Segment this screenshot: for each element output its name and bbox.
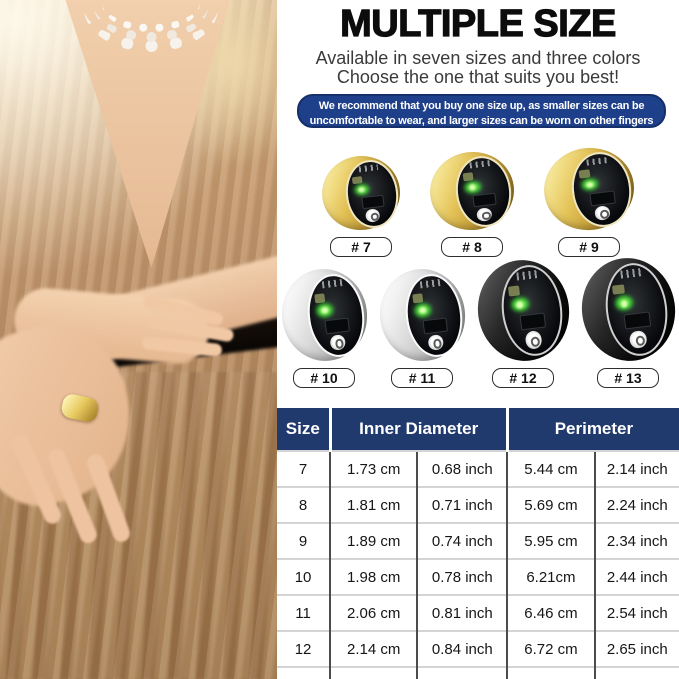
black-ring-image (470, 254, 576, 367)
cell-perimeter-inch: 2.54 inch (593, 594, 679, 631)
ring-size-11: # 11 (373, 263, 471, 388)
ring-size-10: # 10 (275, 263, 373, 388)
gold-ring-image (317, 150, 405, 236)
cell-size: 7 (277, 450, 331, 487)
cell-size: 10 (277, 558, 331, 595)
recommendation-line2: uncomfortable to wear, and larger sizes … (309, 115, 654, 127)
cell-perimeter-cm: 6.46 cm (506, 594, 595, 631)
cell-inner-cm: 2.14 cm (329, 630, 418, 667)
col-header-size: Size (277, 408, 331, 451)
table-row-size-10: 10 1.98 cm 0.78 inch 6.21cm 2.44 inch (277, 558, 679, 595)
cell-perimeter-inch: 2.24 inch (593, 486, 679, 523)
ring-size-12: # 12 (470, 254, 576, 388)
silver-ring-image (373, 263, 471, 367)
ring-size-label: # 10 (293, 368, 355, 388)
cell-size: 9 (277, 522, 331, 559)
table-row-size-9: 9 1.89 cm 0.74 inch 5.95 cm 2.34 inch (277, 522, 679, 559)
ring-size-label: # 12 (492, 368, 554, 388)
model-photo (0, 0, 277, 679)
cell-inner-cm: 1.81 cm (329, 486, 418, 523)
gold-ring-image (424, 146, 520, 236)
cell-size: 11 (277, 594, 331, 631)
cell-inner-inch: 0.71 inch (416, 486, 508, 523)
cell-perimeter-inch: 2.44 inch (593, 558, 679, 595)
ring-size-8: # 8 (424, 146, 520, 257)
ring-size-label: # 13 (597, 368, 659, 388)
silver-black-rings-row: # 10 # 11 # 12 (275, 252, 679, 388)
cell-inner-cm: 1.73 cm (329, 450, 418, 487)
cell-inner-cm: 2.06 cm (329, 594, 418, 631)
ring-size-label: # 9 (558, 237, 620, 257)
cell-inner-inch: 0.81 inch (416, 594, 508, 631)
table-row-size-12: 12 2.14 cm 0.84 inch 6.72 cm 2.65 inch (277, 630, 679, 667)
cell-perimeter-inch: 2.14 inch (593, 450, 679, 487)
cell-inner-cm: 1.89 cm (329, 522, 418, 559)
cell-perimeter-inch: 2.34 inch (593, 522, 679, 559)
cell-perimeter-cm: 6.72 cm (506, 630, 595, 667)
gold-ring-image (538, 142, 640, 236)
subtitle-line1: Available in seven sizes and three color… (315, 48, 641, 68)
cell-inner-cm: 1.98 cm (329, 558, 418, 595)
cell-perimeter-inch: 2.65 inch (593, 630, 679, 667)
col-header-inner-diameter: Inner Diameter (328, 408, 508, 451)
cell-inner-inch: 0.84 inch (416, 630, 508, 667)
recommendation-banner: We recommend that you buy one size up, a… (297, 94, 666, 128)
pearl-necklace-strand (94, 0, 208, 42)
col-header-perimeter: Perimeter (505, 408, 679, 451)
silver-ring-image (275, 263, 373, 367)
pearl-necklace-strand (102, 0, 200, 32)
subtitle-line2: Choose the one that suits you best! (336, 67, 620, 87)
gold-rings-row: # 7 # 8 # 9 (277, 142, 679, 257)
cell-perimeter-cm: 5.95 cm (506, 522, 595, 559)
table-row-size-13: 13 2.22cm 0.87 inch 6.97cm 2.74 inch (277, 666, 679, 679)
cell-size: 12 (277, 630, 331, 667)
table-row-size-11: 11 2.06 cm 0.81 inch 6.46 cm 2.54 inch (277, 594, 679, 631)
ring-size-label: # 11 (391, 368, 453, 388)
cell-perimeter-cm: 6.21cm (506, 558, 595, 595)
table-row-size-7: 7 1.73 cm 0.68 inch 5.44 cm 2.14 inch (277, 450, 679, 487)
ring-size-label: # 7 (330, 237, 392, 257)
cell-size: 13 (277, 666, 331, 679)
cell-inner-inch: 0.68 inch (416, 450, 508, 487)
cell-inner-inch: 0.87 inch (416, 666, 508, 679)
cell-perimeter-cm: 6.97cm (506, 666, 595, 679)
cell-perimeter-cm: 5.69 cm (506, 486, 595, 523)
size-table: Size Inner Diameter Perimeter 7 1.73 cm … (277, 408, 679, 679)
cell-perimeter-inch: 2.74 inch (593, 666, 679, 679)
content-panel: MULTIPLE SIZE Available in seven sizes a… (275, 0, 679, 679)
page-title: MULTIPLE SIZE (340, 2, 617, 45)
ring-size-13: # 13 (574, 252, 679, 388)
recommendation-line1: We recommend that you buy one size up, a… (318, 100, 645, 112)
ring-size-label: # 8 (441, 237, 503, 257)
cell-inner-cm: 2.22cm (329, 666, 418, 679)
table-row-size-8: 8 1.81 cm 0.71 inch 5.69 cm 2.24 inch (277, 486, 679, 523)
cell-inner-inch: 0.74 inch (416, 522, 508, 559)
cell-size: 8 (277, 486, 331, 523)
size-table-header-row: Size Inner Diameter Perimeter (277, 408, 679, 451)
black-ring-image (574, 252, 679, 367)
ring-size-7: # 7 (317, 150, 405, 257)
cell-perimeter-cm: 5.44 cm (506, 450, 595, 487)
ring-size-9: # 9 (538, 142, 640, 257)
cell-inner-inch: 0.78 inch (416, 558, 508, 595)
